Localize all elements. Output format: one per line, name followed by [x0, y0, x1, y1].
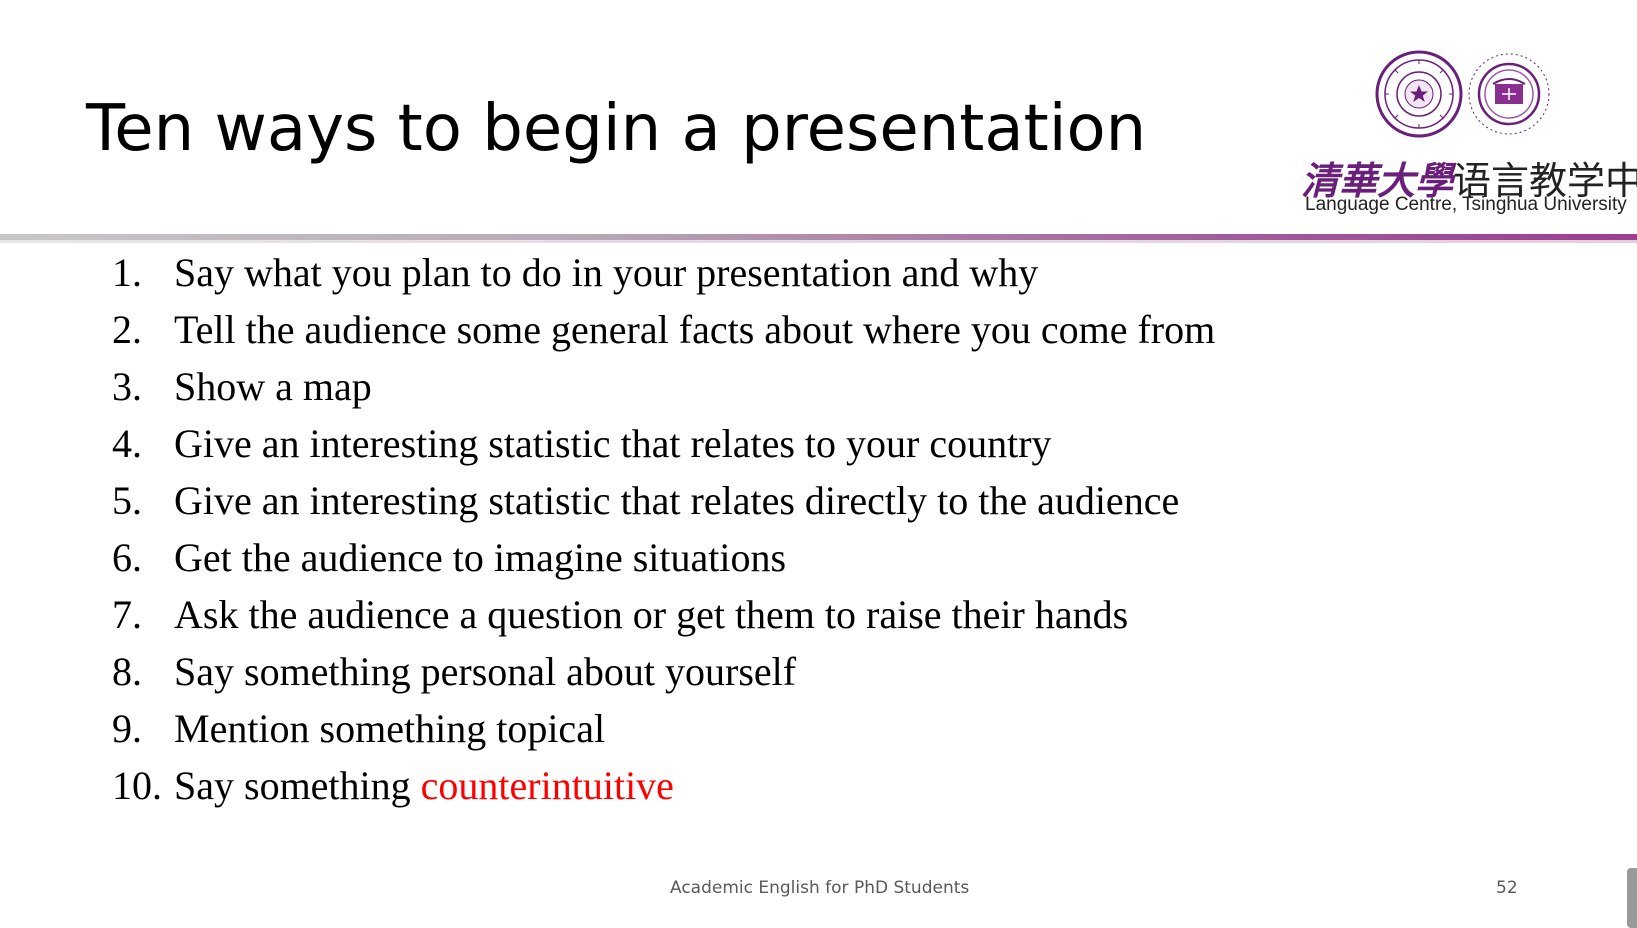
list-item: 9. Mention something topical: [112, 700, 1215, 757]
page-number: 52: [1496, 878, 1518, 898]
slide-title: Ten ways to begin a presentation: [86, 92, 1147, 166]
list-item: 3. Show a map: [112, 358, 1215, 415]
list-item: 2. Tell the audience some general facts a…: [112, 301, 1215, 358]
item-text: Get the audience to imagine situations: [174, 535, 787, 580]
list-item: 5. Give an interesting statistic that rel…: [112, 472, 1215, 529]
title-divider-shadow: [0, 240, 1637, 243]
item-text: Say something: [174, 763, 421, 808]
logo-brand-name: 清華大學: [1301, 158, 1454, 203]
list-item: 8. Say something personal about yourself: [112, 643, 1215, 700]
item-number: 5.: [112, 478, 142, 523]
item-text: Tell the audience some general facts abo…: [174, 307, 1216, 352]
item-number: 2.: [112, 307, 142, 352]
tsinghua-language-centre-logo: 清華大學语言教学中心 Language Centre, Tsinghua Uni…: [1295, 46, 1637, 221]
item-text: Give an interesting statistic that relat…: [174, 421, 1052, 466]
title-divider: [0, 234, 1637, 240]
item-text: Show a map: [174, 364, 372, 409]
item-number: 4.: [112, 421, 142, 466]
item-text: Say what you plan to do in your presenta…: [174, 250, 1039, 295]
item-text: Mention something topical: [174, 706, 606, 751]
item-number: 7.: [112, 592, 142, 637]
ways-list: 1. Say what you plan to do in your presen…: [112, 244, 1215, 814]
list-item: 6. Get the audience to imagine situations: [112, 529, 1215, 586]
language-centre-emblem-icon: [1468, 53, 1550, 135]
list-item: 10. Say something counterintuitive: [112, 757, 1215, 814]
item-number: 9.: [112, 706, 142, 751]
logo-english-name: Language Centre, Tsinghua University: [1305, 194, 1627, 215]
list-item: 4. Give an interesting statistic that rel…: [112, 415, 1215, 472]
tsinghua-seal-icon: [1375, 50, 1463, 138]
item-number: 1.: [112, 250, 142, 295]
list-item: 7. Ask the audience a question or get the…: [112, 586, 1215, 643]
item-number: 8.: [112, 649, 142, 694]
logo-centre-name: 语言教学中心: [1453, 159, 1637, 203]
slide-footer: Academic English for PhD Students: [670, 878, 970, 898]
list-item: 1. Say what you plan to do in your presen…: [112, 244, 1215, 301]
item-text: Give an interesting statistic that relat…: [174, 478, 1180, 523]
item-number: 6.: [112, 535, 142, 580]
item-highlight-word: counterintuitive: [420, 763, 674, 808]
item-number: 3.: [112, 364, 142, 409]
scrollbar-handle[interactable]: [1627, 868, 1637, 928]
item-number: 10.: [112, 763, 162, 808]
item-text: Ask the audience a question or get them …: [174, 592, 1129, 637]
logo-chinese-name: 清華大學语言教学中心: [1301, 150, 1637, 205]
item-text: Say something personal about yourself: [174, 649, 797, 694]
